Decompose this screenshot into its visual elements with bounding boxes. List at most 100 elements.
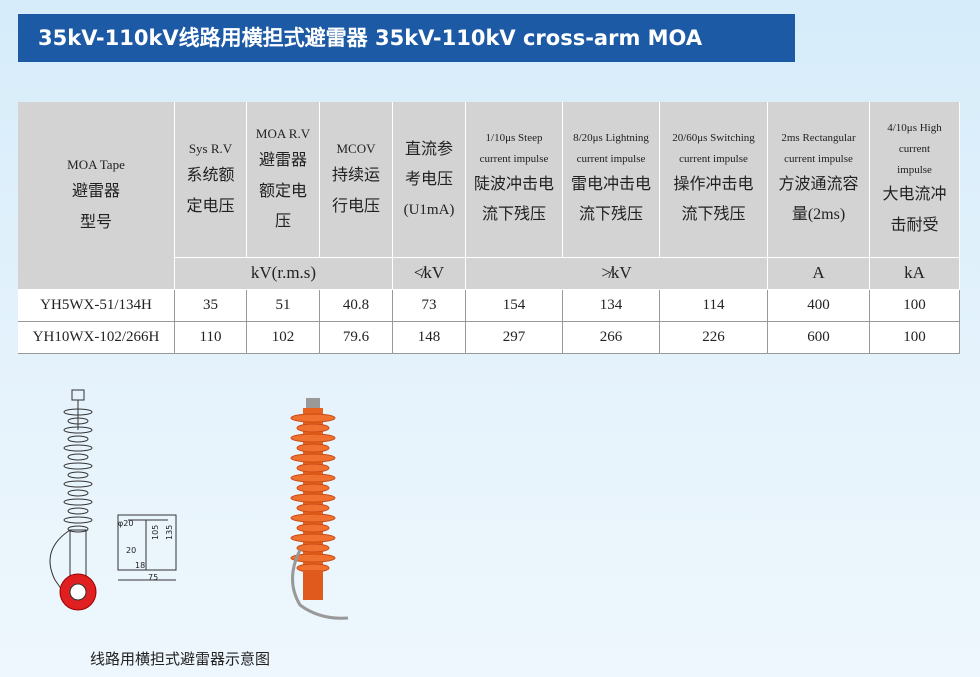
data-cell: 35 xyxy=(175,290,247,322)
cell-text: 流下残压 xyxy=(481,206,546,224)
data-cell: 600 xyxy=(768,322,870,354)
cell-text: 226 xyxy=(702,329,725,346)
cell-text: 20/60μs Switching xyxy=(672,132,755,145)
unit-cell: ≯kV xyxy=(466,258,768,290)
header-cell: Sys R.V 系统额 定电压 xyxy=(175,102,247,258)
header-cell: 2ms Rectangular current impulse 方波通流容量(2ms… xyxy=(768,102,870,258)
cell-text: YH5WX-51/134H xyxy=(40,297,152,314)
data-cell: 100 xyxy=(870,322,960,354)
cell-text: (U1mA) xyxy=(403,201,455,218)
cell-text: MCOV xyxy=(336,140,376,156)
data-cell: 297 xyxy=(466,322,563,354)
data-cell: 266 xyxy=(563,322,660,354)
cell-text: 避雷器 xyxy=(71,183,120,201)
dimension-label: 20 xyxy=(126,546,136,555)
cell-text: 102 xyxy=(271,329,295,346)
cell-text: 流下残压 xyxy=(578,206,643,224)
data-cell: 51 xyxy=(247,290,320,322)
cell-text: 系统额 xyxy=(186,167,235,185)
data-cell: 114 xyxy=(660,290,768,322)
figure-caption: 线路用横担式避雷器示意图 xyxy=(90,650,271,668)
unit-cell: A xyxy=(768,258,870,290)
header-cell: MCOV 持续运行电压 xyxy=(320,102,393,258)
dimension-label: 105 xyxy=(151,525,160,540)
dimension-label: 75 xyxy=(148,573,158,582)
cell-text: 40.8 xyxy=(342,297,370,314)
cell-text: 51 xyxy=(275,297,291,314)
cell-text: 35 xyxy=(203,297,218,314)
header-cell: 8/20μs Lightning current impulse 雷电冲击电流下残压 xyxy=(563,102,660,258)
unit-cell: kA xyxy=(870,258,960,290)
data-cell: 110 xyxy=(175,322,247,354)
cell-text: 直流参 xyxy=(404,140,453,158)
cell-text: 定电压 xyxy=(186,197,235,215)
cell-text: 雷电冲击电 xyxy=(570,176,651,193)
data-cell: 134 xyxy=(563,290,660,322)
cell-text: 行电压 xyxy=(331,197,380,215)
header-cell: MOA Tape 避雷器型号 xyxy=(18,102,175,290)
cell-text: 114 xyxy=(702,297,725,314)
cell-text: MOA Tape xyxy=(67,156,125,172)
cell-text: 134 xyxy=(599,297,623,314)
cell-text: kV(r.m.s) xyxy=(250,263,317,283)
data-cell: 40.8 xyxy=(320,290,393,322)
cell-text: current xyxy=(898,142,931,155)
cell-text: 持续运 xyxy=(331,167,380,185)
header-cell: 20/60μs Switching current impulse 操作冲击电流下残… xyxy=(660,102,768,258)
data-cell: 154 xyxy=(466,290,563,322)
cell-text: ≮kV xyxy=(413,263,445,283)
dimension-label: φ20 xyxy=(118,519,133,528)
orange-arrester xyxy=(290,398,349,620)
cell-text: 额定电 xyxy=(258,182,307,200)
cell-text: 型号 xyxy=(79,213,112,231)
data-cell: 79.6 xyxy=(320,322,393,354)
cell-text: 方波通流容 xyxy=(778,176,859,193)
cell-text: 73 xyxy=(421,297,437,314)
line-drawing xyxy=(49,389,177,611)
data-cell: YH5WX-51/134H xyxy=(18,290,175,322)
cell-text: 100 xyxy=(903,297,926,314)
cell-text: ≯kV xyxy=(601,263,632,283)
cell-text: 考电压 xyxy=(404,171,453,189)
cell-text: current impulse xyxy=(784,153,853,166)
data-cell: YH10WX-102/266H xyxy=(18,322,175,354)
cell-text: 击耐受 xyxy=(890,216,939,234)
data-cell: 102 xyxy=(247,322,320,354)
cell-text: kA xyxy=(904,263,925,283)
cell-text: 陡波冲击电 xyxy=(473,176,554,193)
unit-cell: kV(r.m.s) xyxy=(175,258,393,290)
data-cell: 100 xyxy=(870,290,960,322)
cell-text: 避雷器 xyxy=(258,152,307,170)
data-cell: 73 xyxy=(393,290,466,322)
cell-text: current impulse xyxy=(679,153,748,166)
cell-text: 流下残压 xyxy=(681,206,746,224)
header-cell: 直流参考电压 (U1mA) xyxy=(393,102,466,258)
header-cell: 4/10μs High current impulse 大电流冲 击耐受 xyxy=(870,102,960,258)
cell-text: 600 xyxy=(807,329,830,346)
cell-text: 154 xyxy=(502,297,526,314)
cell-text: 297 xyxy=(502,329,526,346)
cell-text: 400 xyxy=(807,297,830,314)
cell-text: 压 xyxy=(274,213,291,231)
cell-text: 操作冲击电 xyxy=(673,176,754,193)
cell-text: 100 xyxy=(903,329,926,346)
dimension-label: 18 xyxy=(135,561,145,570)
cell-text: 大电流冲 xyxy=(882,186,947,204)
cell-text: 2ms Rectangular xyxy=(781,132,856,145)
cell-text: 8/20μs Lightning xyxy=(573,132,649,145)
cell-text: 79.6 xyxy=(342,329,370,346)
header-cell: 1/10μs Steep current impulse 陡波冲击电 流下残压 xyxy=(466,102,563,258)
cell-text: current impulse xyxy=(576,153,646,166)
cell-text: 量(2ms) xyxy=(791,206,846,224)
cell-text: YH10WX-102/266H xyxy=(32,329,160,346)
cell-text: 148 xyxy=(417,329,441,346)
dimension-label: 135 xyxy=(165,525,174,540)
cell-text: 110 xyxy=(199,329,222,346)
cell-text: 4/10μs High xyxy=(887,121,942,134)
cell-text: A xyxy=(812,263,825,283)
header-cell: MOA R.V 避雷器 额定电压 xyxy=(247,102,320,258)
cell-text: 266 xyxy=(599,329,623,346)
data-cell: 400 xyxy=(768,290,870,322)
